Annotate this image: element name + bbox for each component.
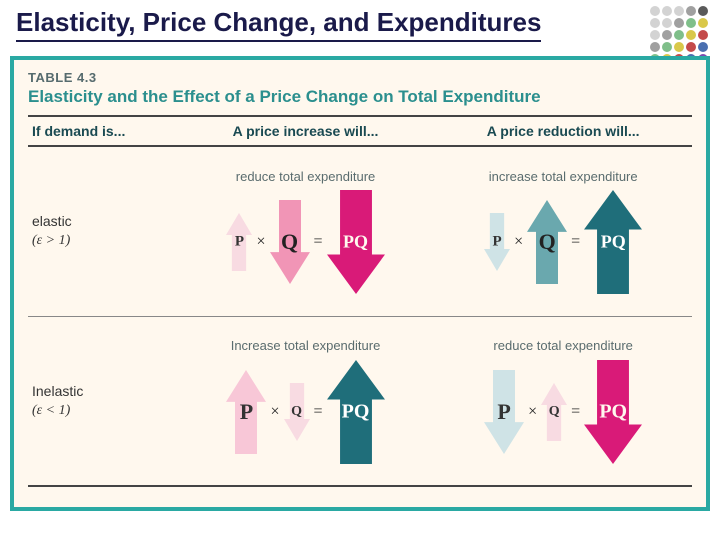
arrow-pq-up-icon: PQ bbox=[327, 360, 385, 464]
arrow-q-up-icon: Q bbox=[541, 383, 567, 441]
elastic-name: elastic bbox=[32, 213, 72, 229]
elastic-dec-caption: increase total expenditure bbox=[489, 169, 638, 185]
inelastic-cond: (ε < 1) bbox=[32, 403, 70, 418]
decorative-dot bbox=[650, 18, 660, 28]
elastic-dec-arrows: P×Q=PQ bbox=[484, 190, 642, 294]
times-operator: × bbox=[514, 233, 523, 251]
decorative-dot bbox=[686, 30, 696, 40]
arrow-p-up-icon: P bbox=[226, 370, 266, 454]
decorative-dot bbox=[686, 18, 696, 28]
elastic-dec-cell: increase total expenditure P×Q=PQ bbox=[434, 169, 692, 295]
elastic-inc-arrows: P× Q=PQ bbox=[226, 190, 384, 294]
table-title: Elasticity and the Effect of a Price Cha… bbox=[28, 87, 692, 107]
decorative-dot bbox=[686, 42, 696, 52]
slide-title: Elasticity, Price Change, and Expenditur… bbox=[16, 8, 541, 42]
decorative-dot bbox=[698, 42, 708, 52]
elastic-inc-cell: reduce total expenditure P× Q=PQ bbox=[177, 169, 435, 295]
inelastic-dec-caption: reduce total expenditure bbox=[493, 338, 632, 354]
arrow-q-down-icon: Q bbox=[270, 200, 310, 284]
arrow-pq-down-icon: PQ bbox=[327, 190, 385, 294]
inelastic-dec-cell: reduce total expenditure P×Q=PQ bbox=[434, 338, 692, 464]
inelastic-dec-arrows: P×Q=PQ bbox=[484, 360, 642, 464]
decorative-dot bbox=[650, 6, 660, 16]
table-label: TABLE 4.3 bbox=[28, 70, 692, 85]
inelastic-inc-cell: Increase total expenditure P× Q=PQ bbox=[177, 338, 435, 464]
arrow-q-up-icon: Q bbox=[527, 200, 567, 284]
arrow-q-down-icon: Q bbox=[284, 383, 310, 441]
decorative-dot bbox=[662, 30, 672, 40]
inelastic-label: Inelastic (ε < 1) bbox=[28, 382, 177, 420]
header-inc: A price increase will... bbox=[177, 123, 435, 139]
equals-operator: = bbox=[314, 233, 323, 251]
arrow-pq-up-icon: PQ bbox=[584, 190, 642, 294]
inelastic-name: Inelastic bbox=[32, 383, 83, 399]
decorative-dot bbox=[650, 30, 660, 40]
arrow-pq-down-icon: PQ bbox=[584, 360, 642, 464]
header-if: If demand is... bbox=[28, 123, 177, 139]
decorative-dot bbox=[674, 18, 684, 28]
decorative-dot bbox=[698, 30, 708, 40]
decorative-dot bbox=[698, 18, 708, 28]
equals-operator: = bbox=[571, 403, 580, 421]
arrow-p-down-icon: P bbox=[484, 370, 524, 454]
decorative-dot bbox=[650, 42, 660, 52]
row-inelastic: Inelastic (ε < 1) Increase total expendi… bbox=[28, 317, 692, 487]
elastic-inc-caption: reduce total expenditure bbox=[236, 169, 375, 185]
inelastic-inc-arrows: P× Q=PQ bbox=[226, 360, 384, 464]
equals-operator: = bbox=[314, 403, 323, 421]
decorative-dot bbox=[674, 42, 684, 52]
table-frame: TABLE 4.3 Elasticity and the Effect of a… bbox=[10, 56, 710, 511]
arrow-p-down-icon: P bbox=[484, 213, 510, 271]
decorative-dot bbox=[662, 6, 672, 16]
times-operator: × bbox=[528, 403, 537, 421]
times-operator: × bbox=[270, 403, 279, 421]
elastic-cond: (ε > 1) bbox=[32, 233, 70, 248]
decorative-dot bbox=[662, 18, 672, 28]
decorative-dot bbox=[698, 6, 708, 16]
row-elastic: elastic (ε > 1) reduce total expenditure… bbox=[28, 147, 692, 317]
decorative-dot bbox=[674, 6, 684, 16]
decorative-dot bbox=[662, 42, 672, 52]
table-headers: If demand is... A price increase will...… bbox=[28, 115, 692, 147]
arrow-p-up-icon: P bbox=[226, 213, 252, 271]
decorative-dot bbox=[674, 30, 684, 40]
equals-operator: = bbox=[571, 233, 580, 251]
elastic-label: elastic (ε > 1) bbox=[28, 212, 177, 250]
inelastic-inc-caption: Increase total expenditure bbox=[231, 338, 381, 354]
times-operator: × bbox=[256, 233, 265, 251]
decorative-dot bbox=[686, 6, 696, 16]
title-area: Elasticity, Price Change, and Expenditur… bbox=[0, 0, 720, 46]
header-dec: A price reduction will... bbox=[434, 123, 692, 139]
